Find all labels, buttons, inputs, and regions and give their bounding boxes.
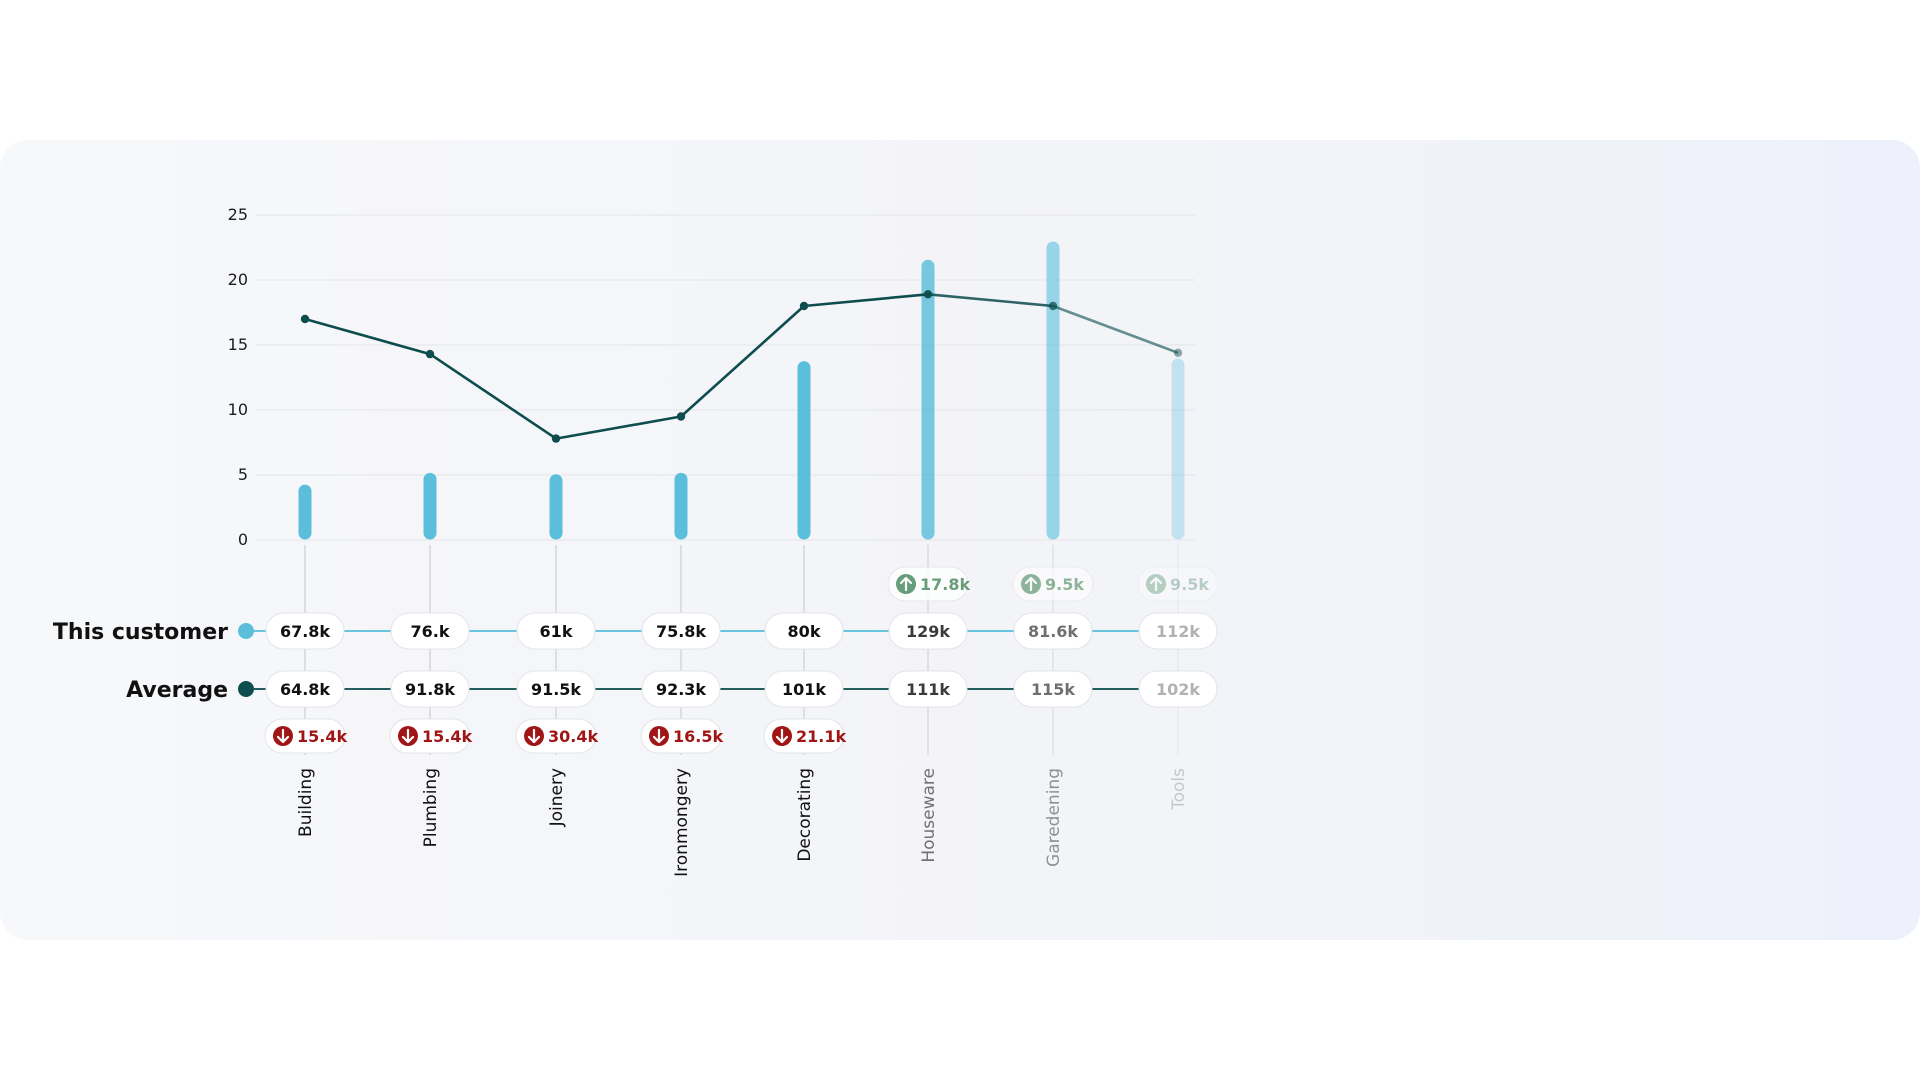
arrow-glyph: [652, 728, 666, 744]
line-point: [425, 349, 435, 359]
value-pill-label: 81.6k: [1028, 622, 1078, 641]
value-pill: [1138, 670, 1218, 708]
value-pill: [1013, 670, 1093, 708]
difference-label: 30.4k: [548, 727, 598, 746]
difference-badge: 15.4k: [264, 718, 347, 754]
difference-badge: 9.5k: [1137, 566, 1219, 602]
value-pill: [1138, 612, 1218, 650]
line-point: [1173, 348, 1183, 357]
difference-label: 9.5k: [1170, 575, 1209, 594]
legend-this-customer: This customer: [53, 620, 228, 645]
value-pill-label: 129k: [906, 622, 950, 641]
arrow-up-icon: [1146, 574, 1166, 594]
value-pill-label: 64.8k: [280, 680, 330, 699]
x-tick-label: Tools: [1169, 768, 1189, 811]
value-pill: [516, 670, 596, 708]
difference-badge: 30.4k: [515, 718, 598, 754]
difference-badge: 15.4k: [389, 718, 472, 754]
value-pill: [888, 612, 968, 650]
value-pill: [888, 670, 968, 708]
value-pill-label: 76.k: [411, 622, 450, 641]
line-point: [923, 290, 933, 299]
value-pill: [641, 612, 721, 650]
difference-pill: [1137, 566, 1219, 602]
y-tick-label: 10: [228, 400, 248, 419]
value-pill: [390, 670, 470, 708]
arrow-glyph: [899, 576, 913, 592]
line-point: [799, 301, 809, 311]
x-tick-label: Garedening: [1044, 768, 1064, 867]
value-pill-label: 101k: [782, 680, 826, 699]
difference-badge: 17.8k: [887, 566, 970, 602]
difference-badge: 21.1k: [763, 718, 846, 754]
line-segment: [927, 293, 1054, 308]
line-point: [300, 314, 310, 324]
line-point: [1048, 301, 1058, 311]
value-pill: [265, 670, 345, 708]
legend-dot: [238, 681, 254, 697]
line-segment: [1052, 304, 1179, 355]
line-segment: [680, 305, 805, 418]
line-segment: [304, 317, 431, 356]
value-pill-label: 61k: [540, 622, 573, 641]
arrow-glyph: [1149, 576, 1163, 592]
arrow-glyph: [775, 728, 789, 744]
y-tick-label: 0: [238, 530, 248, 549]
line-point: [676, 412, 686, 421]
value-pill: [516, 612, 596, 650]
difference-label: 21.1k: [796, 727, 846, 746]
arrow-glyph: [1024, 576, 1038, 592]
x-tick-label: Ironmongery: [672, 768, 692, 877]
x-tick-label: Houseware: [919, 768, 939, 863]
value-pill: [265, 612, 345, 650]
line-segment: [429, 353, 557, 440]
difference-badge: 16.5k: [640, 718, 723, 754]
difference-label: 17.8k: [920, 575, 970, 594]
x-tick-label: Decorating: [795, 768, 815, 862]
difference-label: 15.4k: [297, 727, 347, 746]
difference-badge: 9.5k: [1012, 566, 1094, 602]
y-tick-label: 5: [238, 465, 248, 484]
x-tick-label: Joinery: [547, 768, 567, 827]
line-segment: [803, 293, 929, 308]
value-pill: [764, 612, 844, 650]
legend-average: Average: [126, 678, 228, 703]
x-tick-label: Building: [296, 768, 316, 837]
value-pill-label: 75.8k: [656, 622, 706, 641]
difference-label: 15.4k: [422, 727, 472, 746]
difference-label: 16.5k: [673, 727, 723, 746]
value-pill-label: 91.5k: [531, 680, 581, 699]
x-tick-label: Plumbing: [421, 768, 441, 847]
difference-label: 9.5k: [1045, 575, 1084, 594]
y-tick-label: 20: [228, 270, 248, 289]
value-pill: [1013, 612, 1093, 650]
arrow-glyph: [276, 728, 290, 744]
value-pill: [390, 612, 470, 650]
arrow-glyph: [527, 728, 541, 744]
value-pill-label: 92.3k: [656, 680, 706, 699]
line-point: [551, 434, 561, 443]
line-segment: [555, 415, 682, 440]
value-pill-label: 80k: [788, 622, 821, 641]
value-pill-label: 115k: [1031, 680, 1075, 699]
y-tick-label: 25: [228, 205, 248, 224]
y-tick-label: 15: [228, 335, 248, 354]
legend-dot: [238, 623, 254, 639]
value-pill: [641, 670, 721, 708]
value-pill-label: 91.8k: [405, 680, 455, 699]
value-pill-label: 67.8k: [280, 622, 330, 641]
arrow-glyph: [401, 728, 415, 744]
value-pill-label: 112k: [1156, 622, 1200, 641]
value-pill-label: 111k: [906, 680, 950, 699]
value-pill: [764, 670, 844, 708]
value-pill-label: 102k: [1156, 680, 1200, 699]
